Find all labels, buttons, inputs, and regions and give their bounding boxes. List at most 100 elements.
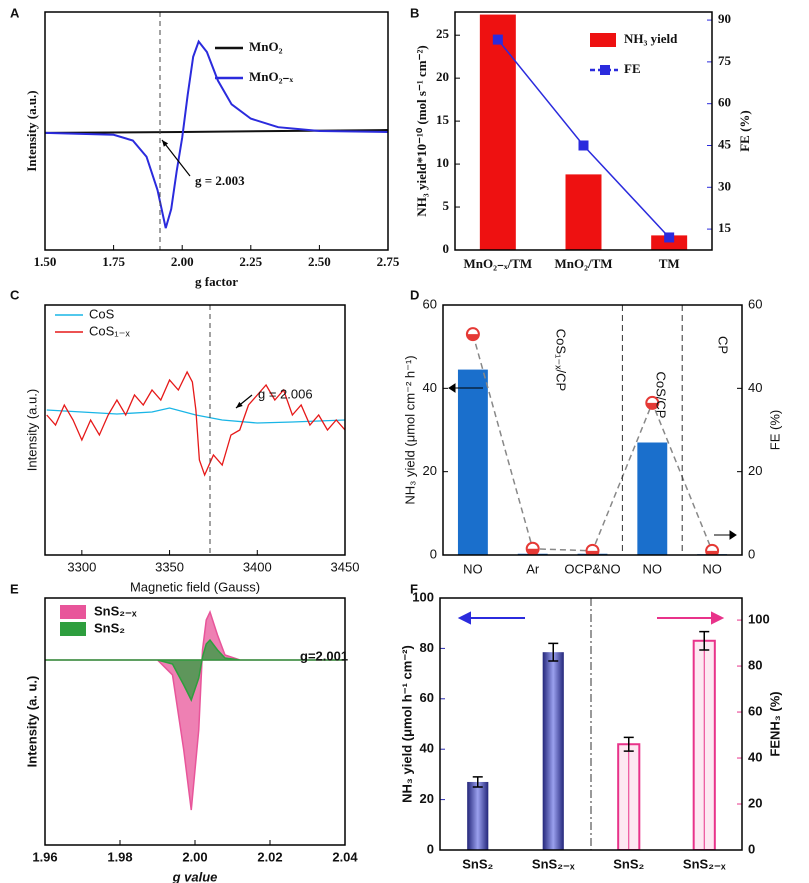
x-tick-label: 1.75 [102,254,125,269]
marker-highlight [647,397,658,403]
x-axis-label: g factor [195,274,238,289]
x-tick-label: 1.96 [32,849,57,864]
error-bar [472,776,483,788]
panel-letter: A [10,5,20,20]
y-tick-label: 25 [436,26,450,41]
x-tick-label: 2.50 [308,254,331,269]
legend-label: CoS [89,306,115,321]
legend-label: CoS₁₋ₓ [89,323,131,338]
y2-axis-label: FENH₃ (%) [767,691,782,756]
y2-axis-label: FE (%) [737,110,752,152]
panel-letter: E [10,581,19,596]
error-bar [699,630,710,651]
y-tick-label: 100 [412,589,434,604]
marker-highlight [707,545,718,551]
y2-tick-label: 60 [718,95,731,110]
legend-label: MnO₂₋ₓ [249,69,293,84]
x-tick-label: 2.25 [239,254,262,269]
x-tick-label: 1.50 [34,254,57,269]
marker [492,34,503,45]
legend-marker [600,65,610,75]
y-tick-label: 5 [443,198,450,213]
x-tick-label: 3450 [331,559,360,574]
x-tick-label: NO [463,561,483,576]
y2-tick-label: 100 [748,612,770,627]
line [46,407,345,424]
x-tick-label: TM [659,256,680,271]
y-tick-label: 20 [420,791,434,806]
y-axis-label: NH₃ yield*10⁻¹⁰ (mol s⁻¹ cm⁻²) [414,45,429,216]
y-tick-label: 60 [423,296,437,311]
x-tick-label: NO [643,561,663,576]
x-tick-label: MnO₂/TM [554,256,612,271]
y2-tick-label: 40 [748,749,762,764]
legend-swatch [60,622,86,636]
y2-tick-label: 60 [748,296,762,311]
line [46,370,345,477]
panel-letter: D [410,287,419,302]
plot-frame [442,304,743,556]
x-tick-label: SnS₂ [613,856,644,871]
x-tick-label: 3400 [243,559,272,574]
legend-label: FE [624,61,641,76]
y-tick-label: 0 [430,546,437,561]
annotation: CoS₁₋ₓ/CP [554,329,569,391]
x-tick-label: 2.75 [377,254,400,269]
annotation: CP [716,336,731,354]
plot-area [46,370,345,477]
legend-label: MnO₂ [249,39,283,54]
axis-arrow [448,383,483,393]
plot-frame [44,11,389,251]
legend-swatch [590,33,616,47]
y2-tick-label: 75 [718,53,732,68]
y2-tick-label: 20 [748,795,762,810]
y-axis-label: NH₃ yield (μmol h⁻¹ cm⁻²) [399,645,414,803]
plot-area [457,327,728,555]
axis-arrow [714,530,737,540]
plot-frame [454,11,713,251]
x-tick-label: 2.04 [332,849,358,864]
bar [457,369,488,555]
x-tick-label: SnS₂₋ₓ [683,856,726,871]
annotation: g = 2.006 [258,386,313,401]
legend-label: SnS₂ [94,620,125,635]
plot-area [45,39,388,229]
y-tick-label: 0 [443,241,450,256]
marker [578,140,589,151]
legend-label: SnS₂₋ₓ [94,603,137,618]
y-tick-label: 40 [423,380,437,395]
bar [542,652,564,850]
bar [467,781,489,850]
x-tick-label: NO [702,561,722,576]
y2-tick-label: 15 [718,220,732,235]
x-tick-label: 2.00 [171,254,194,269]
panel: D NO Ar OCP&NO NO NO 0 20 40 60 0 20 40 60 NH₃ yield (… [402,287,782,576]
line [45,39,388,229]
bar [479,14,516,250]
y-axis-label: Intensity (a. u.) [24,676,39,768]
arrow-head [162,140,169,147]
marker-highlight [467,329,478,335]
y-axis-label: NH₃ yield (μmol cm⁻² h⁻¹) [402,355,417,504]
y2-tick-label: 0 [748,546,755,561]
line [472,333,713,552]
x-tick-label: OCP&NO [564,561,620,576]
y-tick-label: 60 [420,690,434,705]
y2-tick-label: 30 [718,178,731,193]
annotation: g = 2.003 [195,173,245,188]
x-tick-label: 2.02 [257,849,282,864]
arrow-head [236,401,243,408]
panel-letter: B [410,5,419,20]
y-tick-label: 80 [420,640,434,655]
x-tick-label: MnO₂₋ₓ/TM [464,256,533,271]
panel-letter: F [410,581,418,596]
x-tick-label: 3300 [67,559,96,574]
plot-frame [439,597,743,851]
area [45,609,345,811]
panel: C 3300 3350 3400 3450 Magnetic field (Gauss) I… [10,287,359,594]
y-tick-label: 15 [436,112,450,127]
annotation: g=2.001 [300,648,348,663]
legend-swatch [60,605,86,619]
x-tick-label: SnS₂ [462,856,493,871]
